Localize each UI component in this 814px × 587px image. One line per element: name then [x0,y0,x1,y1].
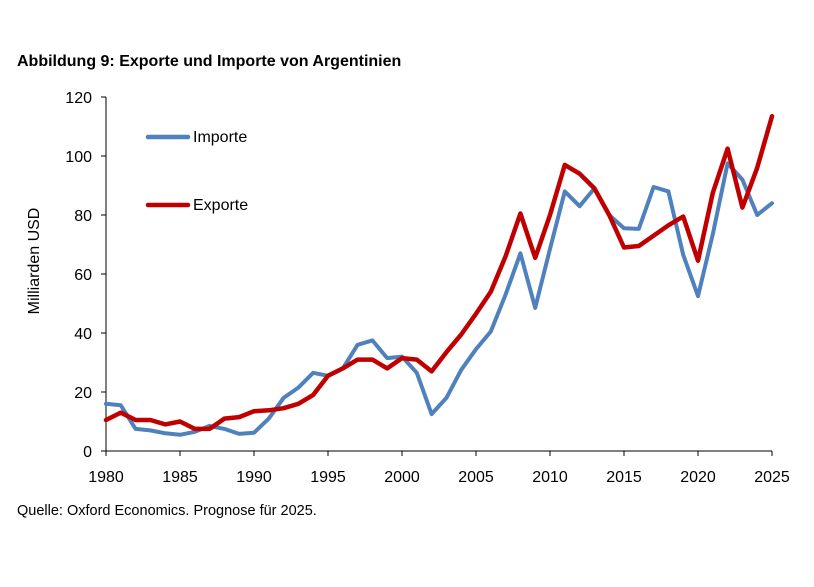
x-tick-label: 2025 [754,469,790,486]
y-tick-label: 0 [83,444,92,461]
y-tick-label: 60 [74,267,92,284]
chart-title: Abbildung 9: Exporte und Importe von Arg… [17,53,402,70]
legend-label-importe: Importe [193,129,247,146]
x-tick-label: 2015 [606,469,642,486]
series-line-exporte [103,113,775,432]
x-tick-label: 1985 [162,469,198,486]
series-line-importe [104,161,774,437]
y-tick-label: 20 [74,385,92,402]
y-tick-label: 40 [74,326,92,343]
chart-source-note: Quelle: Oxford Economics. Prognose für 2… [17,503,317,519]
x-tick-label: 2005 [458,469,494,486]
y-tick-label: 80 [74,208,92,225]
y-axis-label: Milliarden USD [26,208,43,315]
x-tick-label: 2020 [680,469,716,486]
legend-label-exporte: Exporte [193,197,248,214]
x-tick-label: 2000 [384,469,420,486]
x-tick-label: 1980 [88,469,124,486]
x-tick-label: 1990 [236,469,272,486]
chart-legend: Importe Exporte [145,129,248,214]
series-layer [103,113,775,437]
y-tick-label: 100 [65,149,92,166]
y-tick-label: 120 [65,90,92,107]
x-tick-label: 1995 [310,469,346,486]
x-tick-label: 2010 [532,469,568,486]
chart-axes: 0 20 40 60 80 100 120 1980 1985 1990 1995 2000 2005 2… [26,90,790,486]
